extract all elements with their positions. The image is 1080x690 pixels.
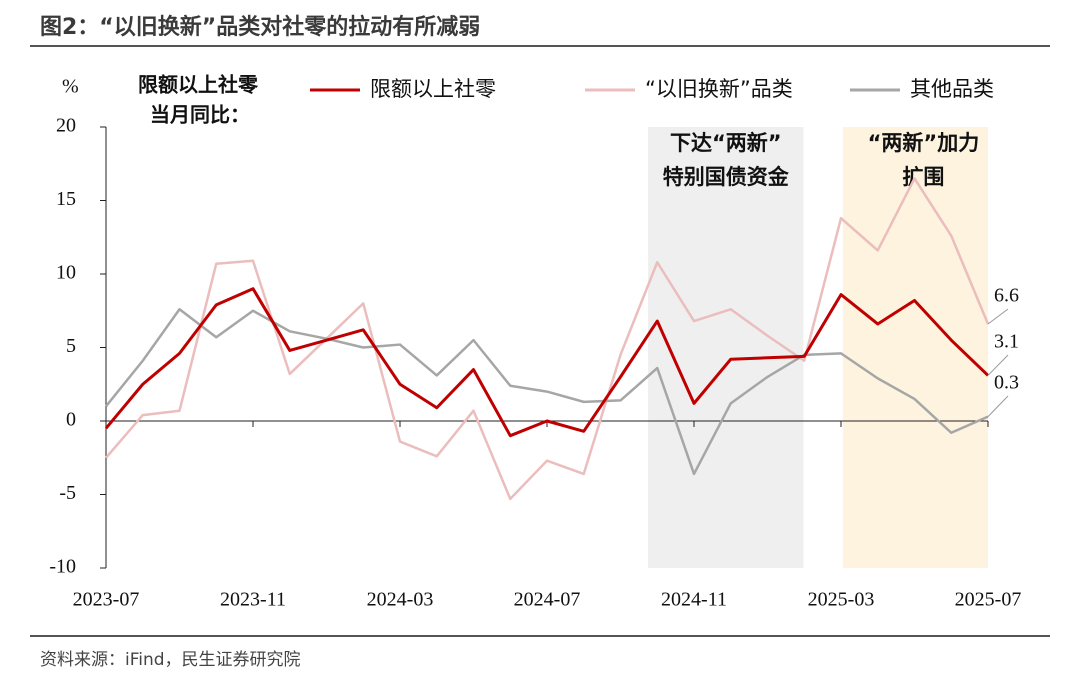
x-tick-label: 2024-03: [367, 589, 434, 611]
region-label: 特别国债资金: [663, 165, 790, 189]
y-tick-label: 15: [56, 188, 76, 210]
y-unit: %: [62, 76, 79, 98]
end-label: 0.3: [994, 372, 1019, 394]
x-tick-label: 2025-03: [808, 589, 875, 611]
end-leader: [987, 395, 1009, 417]
y-tick-label: -5: [59, 482, 76, 504]
source: 资料来源：iFind，民生证券研究院: [40, 650, 301, 670]
y-tick-label: 10: [56, 262, 76, 284]
legend-label: “以旧换新”品类: [645, 77, 793, 101]
y-tick-label: -10: [49, 556, 76, 578]
end-label: 3.1: [994, 331, 1019, 353]
legend-title: 限额以上社零: [138, 73, 259, 97]
series-line: [105, 177, 990, 501]
regions: [648, 127, 988, 568]
legend-title: 当月同比：: [150, 103, 250, 127]
end-label: 6.6: [994, 285, 1019, 307]
shaded-region: [648, 127, 804, 568]
x-tick-label: 2025-07: [955, 589, 1022, 611]
region-label: 扩围: [902, 165, 944, 189]
series-line: [105, 308, 989, 476]
x-tick-label: 2024-11: [661, 589, 727, 611]
region-label: 下达“两新”: [670, 131, 782, 155]
end-leader: [987, 354, 1009, 376]
x-tick-label: 2024-07: [514, 589, 581, 611]
x-tick-label: 2023-11: [220, 589, 286, 611]
legend-label: 限额以上社零: [370, 77, 496, 101]
end-leader: [987, 308, 1009, 325]
y-tick-label: 20: [56, 115, 76, 137]
legend-label: 其他品类: [910, 77, 994, 101]
x-tick-label: 2023-07: [73, 589, 140, 611]
shaded-region: [842, 127, 988, 568]
chart-title: 图2：“以旧换新”品类对社零的拉动有所减弱: [40, 14, 480, 40]
region-label: “两新”加力: [868, 131, 980, 155]
y-tick-label: 0: [66, 409, 76, 431]
series-line: [104, 287, 990, 438]
y-tick-label: 5: [66, 335, 76, 357]
